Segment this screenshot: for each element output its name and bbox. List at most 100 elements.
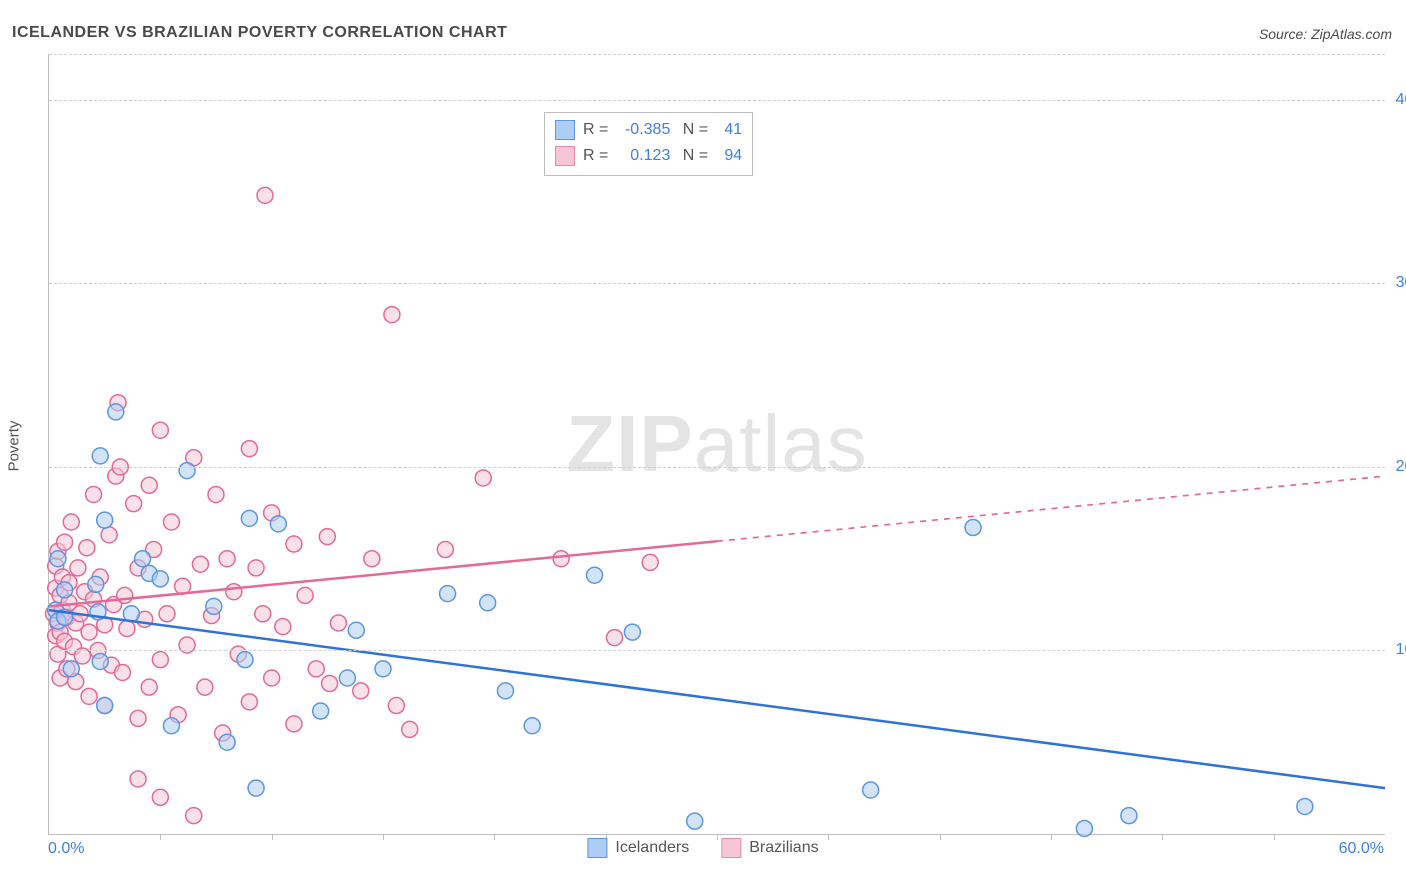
- scatter-point-brazilians: [330, 615, 346, 631]
- scatter-point-brazilians: [141, 477, 157, 493]
- scatter-point-icelanders: [237, 652, 253, 668]
- scatter-point-icelanders: [497, 683, 513, 699]
- scatter-point-icelanders: [92, 653, 108, 669]
- scatter-point-icelanders: [88, 576, 104, 592]
- x-tick: [494, 834, 495, 840]
- scatter-point-icelanders: [440, 586, 456, 602]
- swatch-brazilians: [555, 146, 575, 166]
- scatter-point-brazilians: [319, 529, 335, 545]
- scatter-point-icelanders: [1297, 798, 1313, 814]
- scatter-point-icelanders: [152, 571, 168, 587]
- scatter-point-icelanders: [480, 595, 496, 611]
- series-legend-brazilians: Brazilians: [721, 838, 818, 858]
- scatter-point-brazilians: [81, 688, 97, 704]
- scatter-point-brazilians: [114, 664, 130, 680]
- series-label-brazilians: Brazilians: [749, 839, 818, 857]
- x-tick: [1274, 834, 1275, 840]
- scatter-point-icelanders: [687, 813, 703, 829]
- swatch-icon-brazilians: [721, 838, 741, 858]
- scatter-point-brazilians: [257, 187, 273, 203]
- scatter-point-brazilians: [119, 620, 135, 636]
- y-tick-label: 10.0%: [1389, 641, 1406, 659]
- scatter-point-brazilians: [126, 496, 142, 512]
- scatter-point-brazilians: [384, 307, 400, 323]
- scatter-point-brazilians: [130, 771, 146, 787]
- scatter-point-icelanders: [248, 780, 264, 796]
- scatter-point-brazilians: [275, 619, 291, 635]
- legend-row-icelanders: R = -0.385 N = 41: [555, 117, 742, 143]
- trendline-brazilians-dashed: [717, 476, 1385, 541]
- scatter-point-icelanders: [624, 624, 640, 640]
- scatter-point-brazilians: [70, 560, 86, 576]
- scatter-point-icelanders: [339, 670, 355, 686]
- source-label: Source:: [1259, 26, 1307, 42]
- x-axis-max-label: 60.0%: [1339, 840, 1384, 858]
- legend-r-value-2: 0.123: [616, 147, 670, 165]
- scatter-point-icelanders: [179, 463, 195, 479]
- scatter-point-icelanders: [219, 734, 235, 750]
- scatter-point-brazilians: [226, 584, 242, 600]
- scatter-point-brazilians: [192, 556, 208, 572]
- x-tick: [160, 834, 161, 840]
- scatter-point-brazilians: [152, 652, 168, 668]
- series-legend: Icelanders Brazilians: [587, 838, 818, 858]
- scatter-point-brazilians: [308, 661, 324, 677]
- scatter-point-brazilians: [79, 540, 95, 556]
- gridline-h: [49, 100, 1385, 101]
- scatter-point-brazilians: [57, 534, 73, 550]
- scatter-point-brazilians: [264, 670, 280, 686]
- scatter-point-brazilians: [364, 551, 380, 567]
- scatter-point-icelanders: [1121, 808, 1137, 824]
- scatter-point-brazilians: [607, 630, 623, 646]
- y-tick-label: 40.0%: [1389, 91, 1406, 109]
- gridline-h-top: [49, 54, 1385, 55]
- gridline-h: [49, 467, 1385, 468]
- scatter-point-icelanders: [206, 598, 222, 614]
- scatter-point-brazilians: [163, 514, 179, 530]
- swatch-icelanders: [555, 120, 575, 140]
- scatter-point-brazilians: [388, 698, 404, 714]
- scatter-point-brazilians: [437, 542, 453, 558]
- y-tick-label: 30.0%: [1389, 274, 1406, 292]
- y-tick-label: 20.0%: [1389, 458, 1406, 476]
- scatter-point-icelanders: [108, 404, 124, 420]
- swatch-icon-icelanders: [587, 838, 607, 858]
- scatter-point-icelanders: [270, 516, 286, 532]
- scatter-point-brazilians: [86, 486, 102, 502]
- scatter-point-brazilians: [152, 422, 168, 438]
- chart-container: ICELANDER VS BRAZILIAN POVERTY CORRELATI…: [0, 0, 1406, 892]
- x-tick: [1162, 834, 1163, 840]
- scatter-point-icelanders: [63, 661, 79, 677]
- source-value: ZipAtlas.com: [1311, 26, 1392, 42]
- correlation-legend: R = -0.385 N = 41 R = 0.123 N = 94: [544, 112, 753, 176]
- legend-n-value-2: 94: [716, 147, 742, 165]
- scatter-point-brazilians: [141, 679, 157, 695]
- gridline-h: [49, 650, 1385, 651]
- scatter-point-brazilians: [101, 527, 117, 543]
- scatter-point-brazilians: [63, 514, 79, 530]
- scatter-point-icelanders: [313, 703, 329, 719]
- scatter-point-brazilians: [402, 721, 418, 737]
- plot-area: ZIPatlas R = -0.385 N = 41 R = 0.123 N =…: [48, 54, 1385, 835]
- scatter-point-brazilians: [197, 679, 213, 695]
- scatter-point-icelanders: [241, 510, 257, 526]
- gridline-h: [49, 283, 1385, 284]
- scatter-point-icelanders: [965, 520, 981, 536]
- legend-n-label-1: N =: [678, 121, 708, 139]
- source-attribution: Source: ZipAtlas.com: [1259, 26, 1392, 42]
- scatter-point-brazilians: [208, 486, 224, 502]
- scatter-point-icelanders: [92, 448, 108, 464]
- legend-r-label-1: R =: [583, 121, 608, 139]
- x-axis-min-label: 0.0%: [48, 840, 84, 858]
- scatter-point-brazilians: [248, 560, 264, 576]
- scatter-point-icelanders: [587, 567, 603, 583]
- scatter-point-brazilians: [159, 606, 175, 622]
- scatter-point-brazilians: [475, 470, 491, 486]
- legend-r-label-2: R =: [583, 147, 608, 165]
- scatter-point-brazilians: [219, 551, 235, 567]
- scatter-point-brazilians: [241, 694, 257, 710]
- scatter-point-icelanders: [863, 782, 879, 798]
- x-tick: [272, 834, 273, 840]
- x-tick: [383, 834, 384, 840]
- legend-n-value-1: 41: [716, 121, 742, 139]
